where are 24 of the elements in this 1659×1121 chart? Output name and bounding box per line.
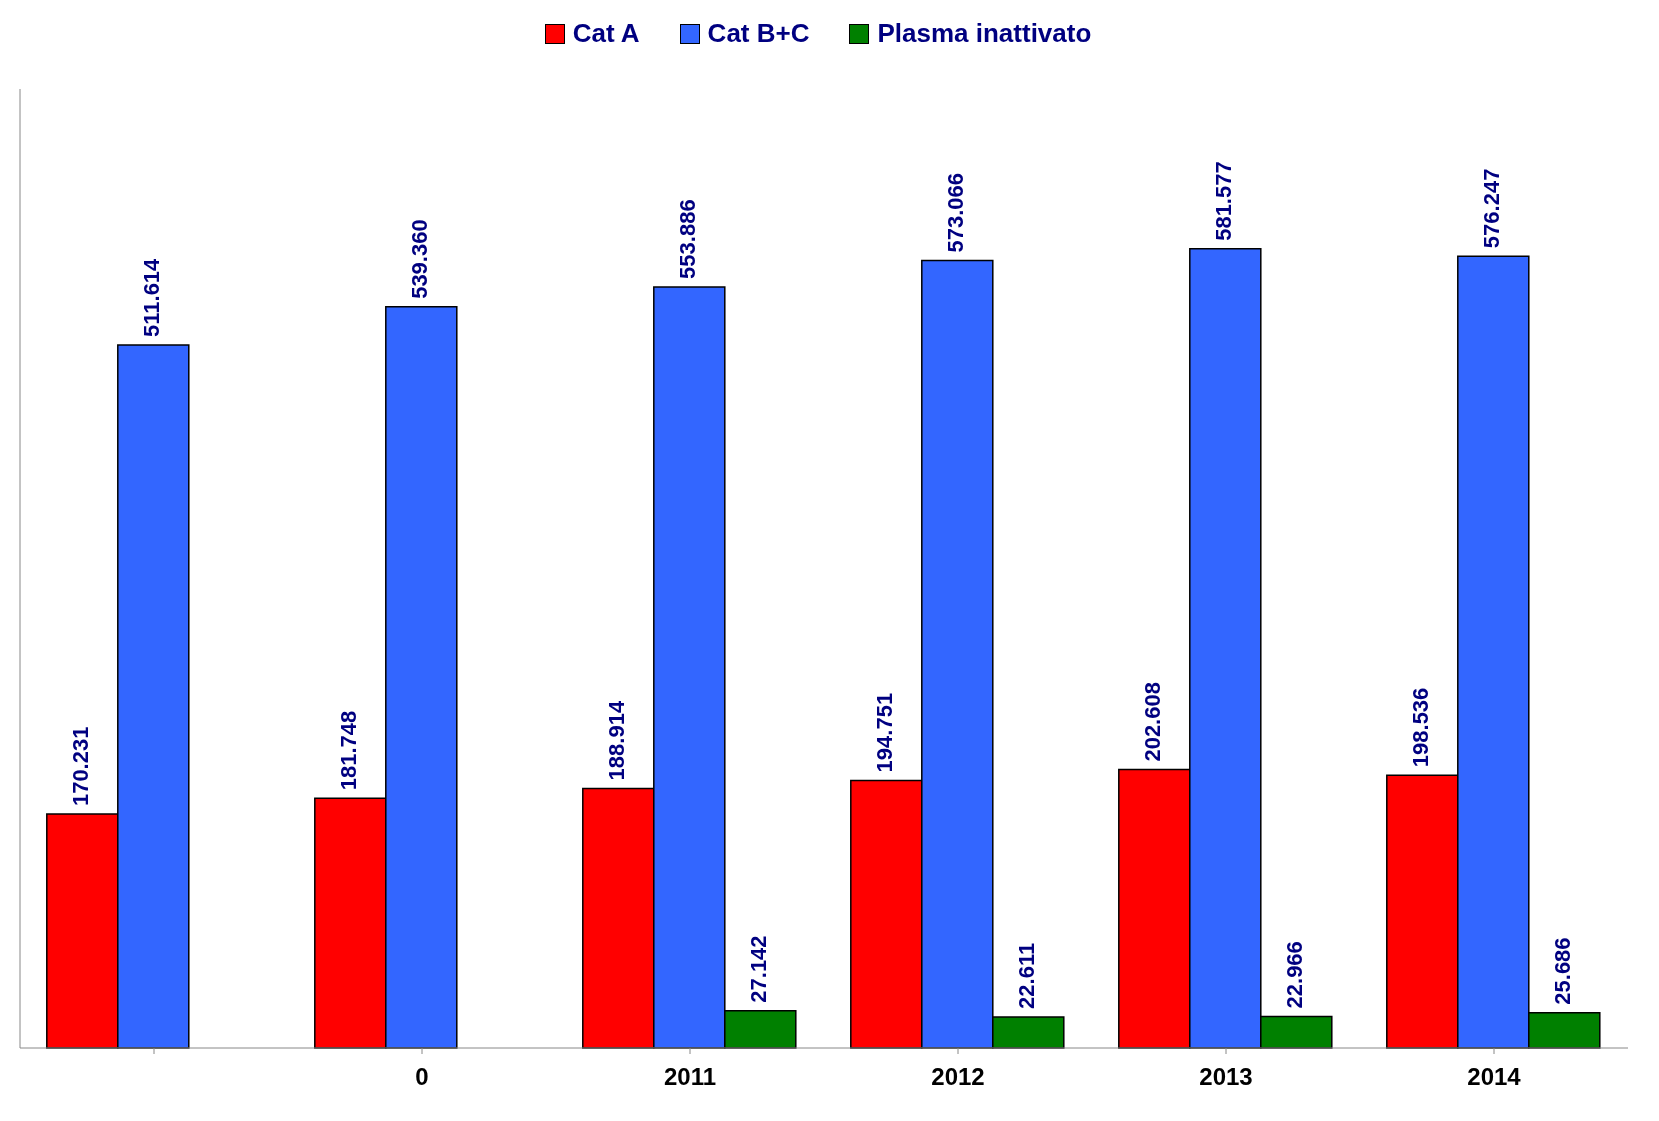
- data-label: 198.536: [1408, 687, 1434, 768]
- x-tick-label: 2011: [663, 1063, 717, 1091]
- x-tick-label: 2012: [931, 1063, 985, 1091]
- data-label: 194.751: [872, 692, 898, 773]
- legend-label: Cat B+C: [706, 18, 810, 49]
- data-label: 27.142: [746, 935, 772, 1003]
- x-tick-label: 2013: [1199, 1063, 1253, 1091]
- data-label: 576.247: [1479, 168, 1505, 249]
- data-label: 188.914: [604, 700, 630, 781]
- data-label: 170.231: [68, 726, 94, 807]
- data-label: 511.614: [139, 257, 165, 337]
- legend-label: Cat A: [571, 18, 640, 49]
- data-label: 553.886: [675, 199, 701, 279]
- data-label: 181.748: [336, 710, 362, 791]
- data-label: 539.360: [407, 219, 433, 299]
- data-label: 581.577: [1211, 161, 1237, 241]
- x-tick-label: 0: [415, 1063, 429, 1091]
- data-label: 202.608: [1140, 682, 1166, 762]
- data-label: 22.611: [1014, 942, 1040, 1009]
- data-label: 573.066: [943, 173, 969, 253]
- data-label: 25.686: [1550, 937, 1576, 1005]
- data-label: 22.966: [1282, 941, 1308, 1009]
- x-tick-label: 2014: [1467, 1063, 1522, 1091]
- legend-label: Plasma inattivato: [876, 18, 1092, 49]
